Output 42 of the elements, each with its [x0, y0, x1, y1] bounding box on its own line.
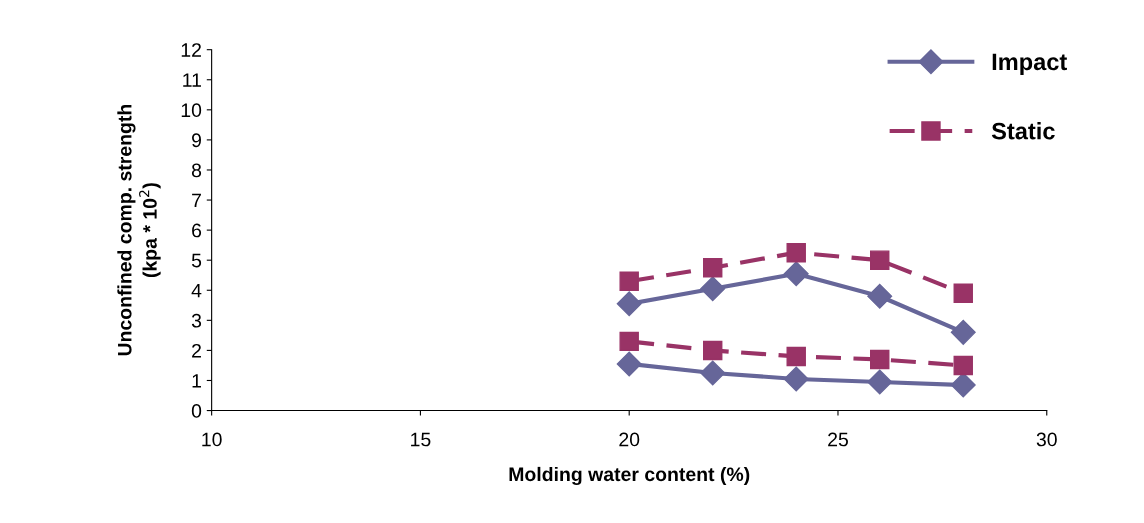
- point: [953, 355, 973, 376]
- y-tick-label: 5: [191, 253, 202, 268]
- point: [702, 257, 723, 278]
- point: [950, 372, 976, 398]
- point: [616, 291, 642, 317]
- y-tick-label: 9: [192, 133, 201, 148]
- x-tick-label: 30: [1036, 432, 1057, 447]
- y-tick-label: 3: [191, 313, 202, 328]
- point: [616, 351, 642, 377]
- point: [870, 250, 890, 270]
- y-tick-label: 12: [181, 43, 201, 57]
- x-axis-title: Molding water content (%): [509, 466, 750, 486]
- y-tick-label: 1: [192, 374, 201, 388]
- point: [867, 369, 893, 395]
- legend-label: Static: [991, 122, 1055, 140]
- y-tick-label: 2: [192, 343, 201, 358]
- point: [619, 271, 639, 291]
- x-tick-label: 25: [828, 432, 848, 447]
- y-tick-label: 6: [192, 223, 202, 238]
- point: [700, 360, 726, 386]
- y-axis-title: Unconfined comp. strength (kpa * 10$^{2}$): [117, 104, 161, 356]
- y-tick-label: 11: [183, 73, 201, 87]
- point: [702, 340, 723, 361]
- point: [870, 349, 890, 370]
- x-tick-label: 15: [411, 432, 431, 447]
- point: [783, 261, 809, 287]
- y-tick-label: 4: [191, 283, 202, 298]
- legend-label: Impact: [992, 53, 1067, 75]
- point: [700, 276, 726, 302]
- y-tick-label: 10: [181, 103, 202, 118]
- y-tick-label: 0: [191, 404, 202, 418]
- point: [783, 366, 809, 392]
- point: [950, 319, 976, 345]
- y-tick-label: 7: [192, 193, 201, 208]
- point: [786, 242, 806, 263]
- y-tick-label: 8: [191, 163, 202, 178]
- x-tick-label: 10: [202, 432, 222, 447]
- x-tick-label: 20: [619, 432, 640, 447]
- point: [786, 346, 806, 367]
- point: [619, 331, 639, 352]
- point: [953, 283, 973, 303]
- point: [867, 283, 893, 309]
